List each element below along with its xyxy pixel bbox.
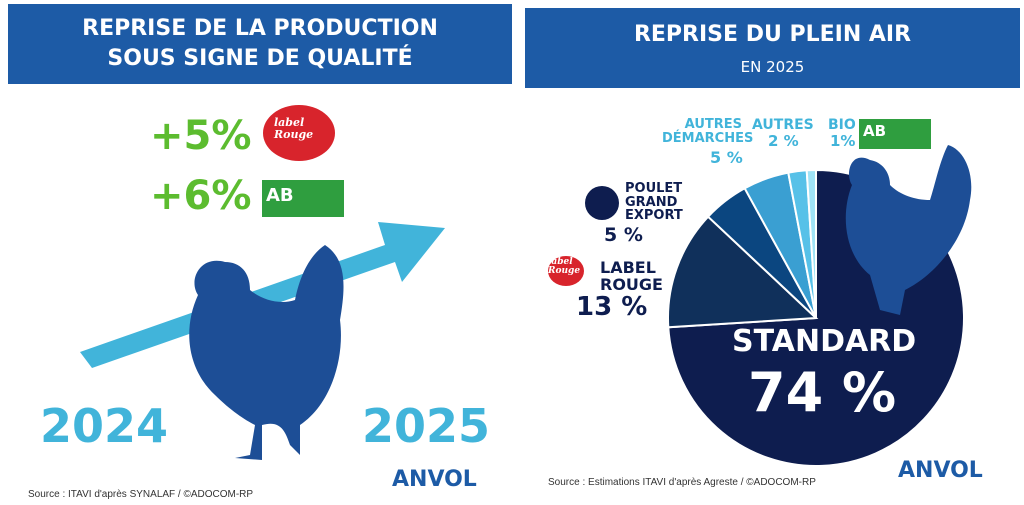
- left-source: Source : ITAVI d'après SYNALAF / ©ADOCOM…: [28, 489, 254, 500]
- ab-logo: [262, 180, 344, 217]
- slice-label: POULET GRAND EXPORT: [625, 181, 683, 224]
- anvol-logo: ANVOL: [898, 458, 983, 483]
- label-rouge-change: +5%: [150, 113, 252, 159]
- slice-label: AUTRES DÉMARCHES: [662, 117, 754, 146]
- left-title: REPRISE DE LA PRODUCTION SOUS SIGNE DE Q…: [82, 16, 438, 71]
- chicken-silhouette: [845, 145, 972, 315]
- slice-label: AUTRES: [752, 117, 814, 133]
- value-label: 13 %: [576, 292, 648, 322]
- year-start: 2024: [40, 399, 169, 453]
- right-header-bg: [525, 8, 1020, 88]
- value-label: 1%: [830, 132, 856, 150]
- logo-text: label Rouge: [274, 116, 314, 141]
- value-label: 5 %: [604, 224, 643, 246]
- label-rouge-logo: [263, 105, 335, 161]
- bio-change: +6%: [150, 173, 252, 219]
- label-rouge-logo: [548, 256, 584, 286]
- ab-logo: [859, 119, 931, 149]
- value-label: 2 %: [768, 132, 799, 150]
- chart-source: Source : Estimations ITAVI d'après Agres…: [548, 477, 816, 488]
- chart-subtitle: EN 2025: [740, 58, 805, 76]
- slice-label: LABEL ROUGE: [600, 258, 663, 294]
- slice-label: STANDARD: [732, 324, 917, 359]
- logo-text: label Rouge: [548, 257, 581, 277]
- logo-text: AB: [266, 185, 294, 206]
- year-end: 2025: [362, 399, 491, 453]
- slice-label: BIO: [828, 117, 856, 133]
- left-header-bg: [8, 4, 512, 84]
- chicken-silhouette: [189, 245, 344, 460]
- chart-title: REPRISE DU PLEIN AIR: [633, 22, 912, 47]
- growth-arrow: [80, 222, 445, 368]
- value-label: 5 %: [710, 148, 743, 167]
- value-label: 74 %: [748, 361, 897, 424]
- anvol-logo: ANVOL: [392, 467, 477, 492]
- logo-text: AB: [863, 122, 887, 140]
- globe-icon: [585, 186, 619, 220]
- pie-slice: [667, 215, 819, 329]
- pie-slice: [805, 168, 817, 319]
